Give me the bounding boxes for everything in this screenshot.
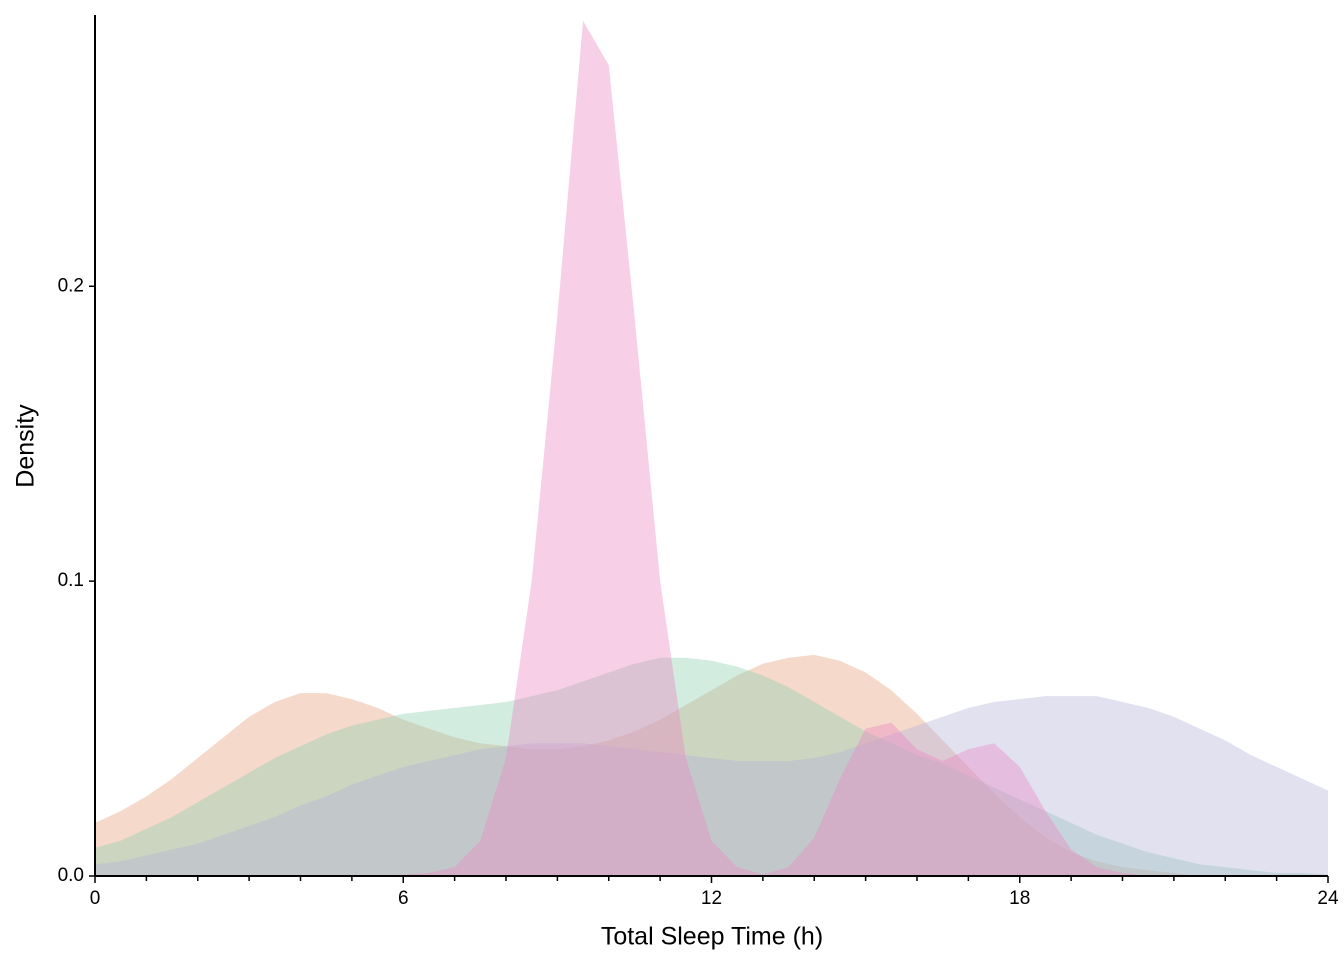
density-area: [95, 657, 1328, 876]
x-tick-label: 18: [1009, 888, 1030, 909]
x-tick-label: 12: [701, 888, 722, 909]
density-area: [95, 654, 1328, 876]
density-area: [95, 696, 1328, 876]
y-tick-label: 0.2: [58, 275, 84, 296]
x-tick-label: 0: [90, 888, 101, 909]
y-tick-label: 0.0: [58, 865, 84, 886]
y-axis-title: Density: [12, 404, 40, 488]
y-tick-label: 0.1: [58, 570, 84, 591]
x-tick-label: 24: [1317, 888, 1339, 909]
x-axis-title: Total Sleep Time (h): [601, 923, 823, 951]
x-tick-label: 6: [398, 888, 409, 909]
